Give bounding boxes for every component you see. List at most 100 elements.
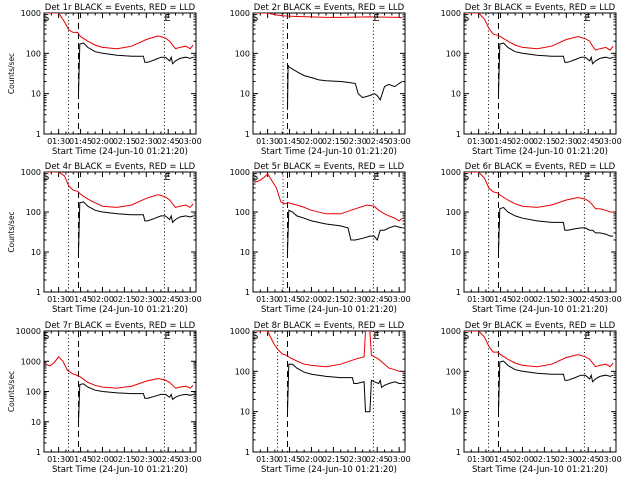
y-tick-label: 100 (26, 388, 41, 397)
x-tick-label: 01:30 (256, 455, 279, 464)
start-marker: S (43, 331, 49, 342)
series-line-events (287, 209, 403, 253)
series-group (45, 172, 194, 253)
start-marker: S (43, 172, 49, 183)
x-tick-label: 03:00 (388, 137, 411, 146)
panel-title: Det 9r BLACK = Events, RED = LLD (465, 321, 616, 331)
x-axis-label: Start Time (24-Jun-10 01:21:20) (52, 305, 188, 315)
end-marker: E (584, 172, 590, 183)
x-axis-label: Start Time (24-Jun-10 01:21:20) (472, 305, 608, 315)
x-tick-label: 01:30 (47, 137, 70, 146)
series-line-lld (254, 173, 403, 222)
x-tick-label: 02:45 (577, 455, 600, 464)
x-tick-label: 03:00 (179, 295, 202, 304)
det-panel: Det 6r BLACK = Events, RED = LLD Start Ti… (441, 162, 622, 315)
panel-title: Det 3r BLACK = Events, RED = LLD (465, 3, 616, 13)
x-tick-label: 02:00 (511, 295, 534, 304)
x-tick-label: 02:30 (555, 137, 578, 146)
x-tick-label: 02:30 (135, 455, 158, 464)
start-marker: S (43, 13, 49, 24)
y-tick-label: 1000 (21, 9, 41, 18)
x-tick-label: 02:30 (344, 137, 367, 146)
y-tick-label: 1 (245, 130, 250, 139)
det-panel: Det 7r BLACK = Events, RED = LLD Counts/s… (7, 321, 202, 475)
x-tick-label: 02:30 (135, 295, 158, 304)
series-group (465, 172, 614, 253)
y-axis-label: Counts/sec (7, 211, 16, 252)
y-tick-label: 10 (240, 90, 250, 99)
plot-frame (463, 12, 617, 135)
x-axis-label: Start Time (24-Jun-10 01:21:20) (472, 465, 608, 475)
y-tick-label: 100 (235, 367, 250, 376)
y-tick-label: 100 (26, 49, 41, 58)
x-tick-label: 02:45 (577, 295, 600, 304)
x-tick-label: 01:30 (256, 295, 279, 304)
det-panel: Det 2r BLACK = Events, RED = LLD Start Ti… (230, 3, 411, 157)
x-tick-label: 03:00 (179, 455, 202, 464)
panel-title: Det 2r BLACK = Events, RED = LLD (254, 3, 405, 13)
y-tick-label: 10 (240, 248, 250, 257)
series-line-events (78, 201, 194, 253)
x-tick-label: 02:15 (113, 455, 136, 464)
end-marker: E (164, 13, 170, 24)
y-tick-label: 1 (245, 448, 250, 457)
x-tick-label: 01:45 (278, 455, 301, 464)
series-group (45, 356, 194, 422)
x-tick-label: 01:45 (69, 295, 92, 304)
x-axis-label: Start Time (24-Jun-10 01:21:20) (261, 465, 397, 475)
x-tick-label: 01:30 (467, 137, 490, 146)
y-tick-label: 10 (451, 90, 461, 99)
x-axis-label: Start Time (24-Jun-10 01:21:20) (261, 147, 397, 157)
x-tick-label: 02:15 (322, 455, 345, 464)
y-tick-label: 1 (456, 448, 461, 457)
y-tick-label: 10 (31, 248, 41, 257)
x-tick-label: 01:45 (489, 137, 512, 146)
x-tick-label: 02:15 (322, 137, 345, 146)
end-marker: E (373, 13, 379, 24)
end-marker: E (373, 331, 379, 342)
x-tick-label: 02:45 (157, 137, 180, 146)
x-tick-label: 01:45 (489, 295, 512, 304)
y-tick-label: 1000 (21, 168, 41, 177)
panel-title: Det 8r BLACK = Events, RED = LLD (254, 321, 405, 331)
end-marker: E (164, 172, 170, 183)
x-tick-label: 01:30 (47, 455, 70, 464)
panel-title: Det 6r BLACK = Events, RED = LLD (465, 162, 616, 172)
x-tick-label: 01:30 (467, 295, 490, 304)
end-marker: E (584, 13, 590, 24)
x-tick-label: 02:00 (91, 455, 114, 464)
plot-frame (252, 171, 406, 293)
x-tick-label: 01:45 (278, 137, 301, 146)
x-tick-label: 02:15 (533, 455, 556, 464)
series-line-events (498, 360, 614, 412)
x-tick-label: 01:30 (467, 455, 490, 464)
panel-title: Det 1r BLACK = Events, RED = LLD (45, 3, 196, 13)
y-tick-label: 1000 (441, 9, 461, 18)
y-tick-label: 1 (36, 130, 41, 139)
y-tick-label: 1 (245, 288, 250, 297)
x-tick-label: 02:45 (157, 455, 180, 464)
y-tick-label: 100 (446, 208, 461, 217)
series-line-events (287, 363, 403, 413)
x-tick-label: 03:00 (599, 137, 622, 146)
start-marker: S (252, 331, 258, 342)
x-tick-label: 02:30 (344, 295, 367, 304)
x-tick-label: 02:00 (91, 137, 114, 146)
x-tick-label: 01:30 (47, 295, 70, 304)
series-line-lld (45, 356, 194, 389)
x-tick-label: 02:45 (577, 137, 600, 146)
y-tick-label: 100 (446, 367, 461, 376)
start-marker: S (252, 172, 258, 183)
x-tick-label: 03:00 (599, 455, 622, 464)
x-tick-label: 02:00 (300, 455, 323, 464)
x-tick-label: 02:15 (533, 295, 556, 304)
y-tick-label: 100 (235, 208, 250, 217)
series-line-events (287, 64, 403, 110)
y-tick-label: 1 (36, 448, 41, 457)
plot-frame (43, 12, 197, 135)
start-marker: S (463, 13, 469, 24)
end-marker: E (373, 172, 379, 183)
det-panel: Det 5r BLACK = Events, RED = LLD Start Ti… (230, 162, 411, 315)
det-panel: Det 9r BLACK = Events, RED = LLD Start Ti… (441, 321, 622, 475)
y-axis-label: Counts/sec (7, 371, 16, 412)
